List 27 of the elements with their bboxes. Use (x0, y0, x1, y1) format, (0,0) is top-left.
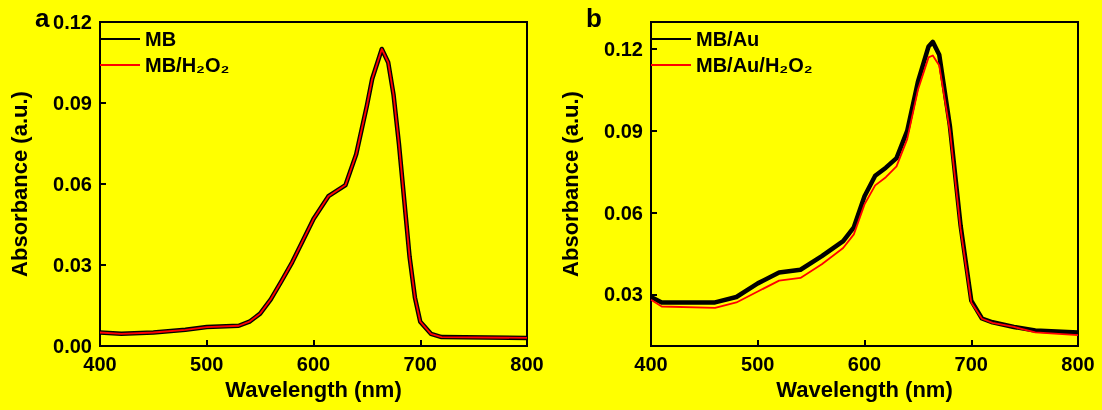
legend-label: MB/H₂O₂ (145, 54, 230, 76)
x-tick-label: 800 (1061, 353, 1095, 375)
y-tick-label: 0.12 (53, 11, 92, 33)
legend-label: MB/Au (696, 28, 760, 50)
legend-label: MB/Au/H₂O₂ (696, 54, 813, 76)
x-tick-label: 800 (510, 353, 544, 375)
x-tick-label: 600 (847, 353, 882, 375)
y-tick-label: 0.06 (53, 173, 92, 195)
y-axis-title: Absorbance (a.u.) (6, 91, 32, 277)
x-axis-title: Wavelength (nm) (225, 377, 402, 403)
x-tick-label: 400 (634, 353, 668, 375)
x-axis-title: Wavelength (nm) (776, 377, 953, 403)
y-tick-label: 0.03 (604, 283, 643, 306)
x-tick-label: 500 (190, 353, 224, 375)
x-tick-label: 700 (403, 353, 437, 375)
chart-title: a (35, 3, 50, 33)
x-tick-label: 500 (741, 353, 775, 375)
x-tick-label: 600 (296, 353, 331, 375)
legend-label: MB (145, 28, 177, 50)
y-tick-label: 0.09 (53, 92, 92, 114)
y-tick-label: 0.06 (604, 201, 643, 224)
y-tick-label: 0.12 (604, 38, 643, 61)
y-tick-label: 0.03 (53, 254, 92, 276)
chart-title: b (586, 3, 602, 33)
y-axis-title: Absorbance (a.u.) (557, 91, 583, 277)
x-tick-label: 700 (954, 353, 988, 375)
y-tick-label: 0.09 (604, 119, 643, 142)
